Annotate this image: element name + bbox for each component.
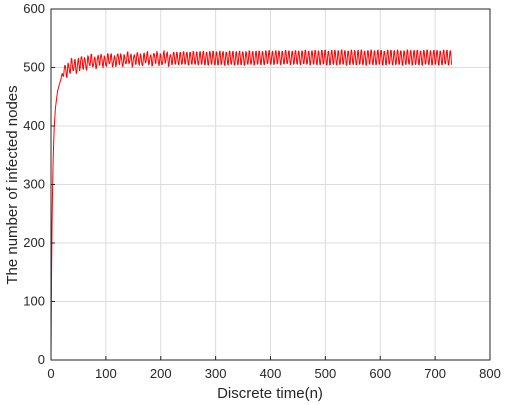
x-tick-label: 300	[205, 366, 227, 381]
y-tick-label: 0	[38, 352, 45, 367]
y-tick-label: 500	[23, 60, 45, 75]
y-tick-label: 400	[23, 118, 45, 133]
x-tick-label: 800	[479, 366, 501, 381]
y-tick-label: 600	[23, 1, 45, 16]
grid-lines	[51, 9, 490, 360]
x-tick-label: 200	[150, 366, 172, 381]
series-line	[50, 49, 453, 361]
y-tick-label: 300	[23, 177, 45, 192]
ticks-layer: 0 100 200 300 400 500 600 700 800 0 100 200 300 400 50…	[23, 1, 501, 381]
x-tick-label: 100	[95, 366, 117, 381]
x-axis-label: Discrete time(n)	[217, 385, 323, 402]
series-layer	[50, 49, 453, 361]
x-tick-label: 400	[260, 366, 282, 381]
y-tick-label: 100	[23, 294, 45, 309]
y-axis-label: The number of infected nodes	[4, 85, 21, 284]
x-tick-label: 500	[315, 366, 337, 381]
x-tick-label: 0	[47, 366, 54, 381]
y-tick-label: 200	[23, 235, 45, 250]
x-tick-label: 700	[424, 366, 446, 381]
x-tick-label: 600	[369, 366, 391, 381]
